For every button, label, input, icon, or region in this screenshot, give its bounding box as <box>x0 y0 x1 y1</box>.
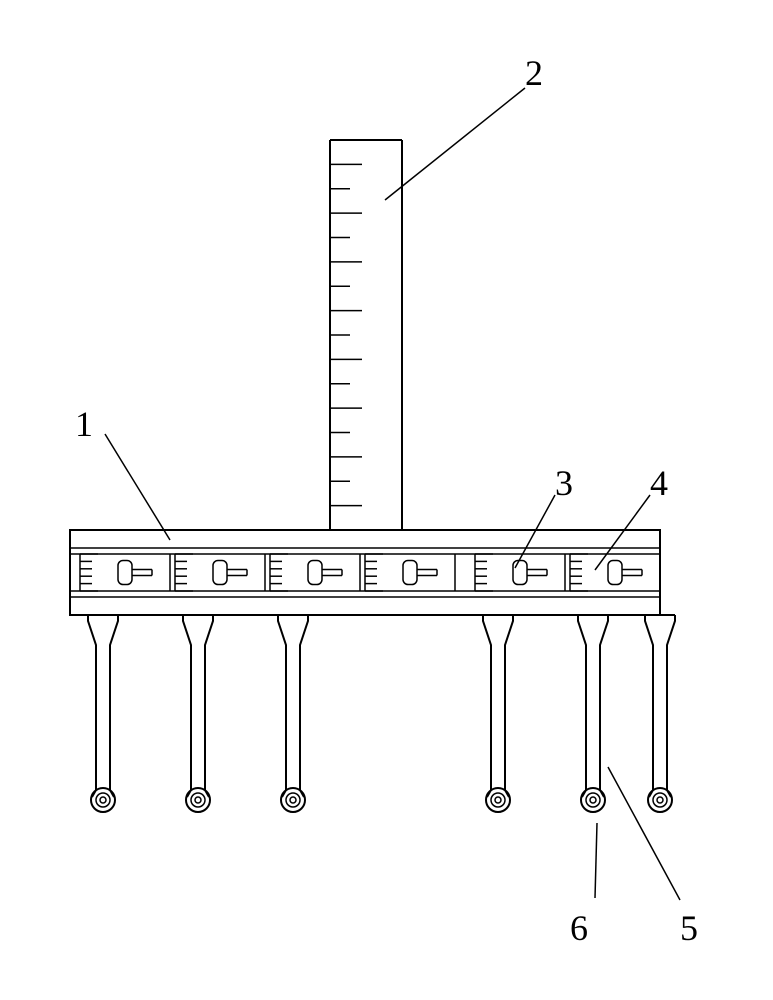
callout-label-2: 2 <box>525 55 543 91</box>
callout-label-1: 1 <box>75 406 93 442</box>
callout-label-4: 4 <box>650 465 668 501</box>
callout-label-6: 6 <box>570 910 588 946</box>
callout-label-3: 3 <box>555 465 573 501</box>
callout-label-5: 5 <box>680 910 698 946</box>
diagram-canvas: 1 2 3 4 5 6 <box>0 0 773 1000</box>
